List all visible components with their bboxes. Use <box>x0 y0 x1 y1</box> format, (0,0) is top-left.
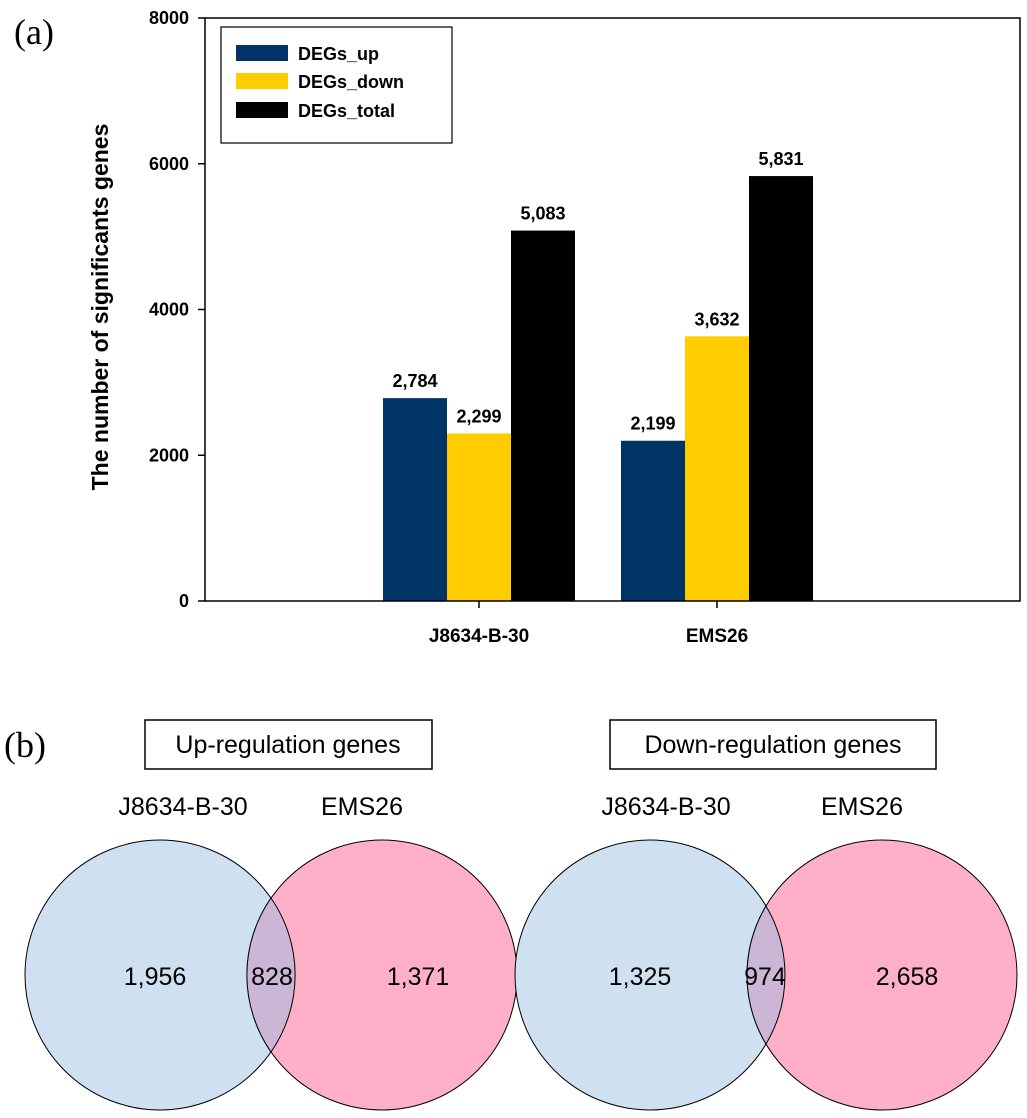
bar-chart: 2,784 2,199 2,299 3,632 5,083 5,831 0 2000 4000… <box>87 8 1021 647</box>
venn-title: Down-regulation genes <box>644 731 901 759</box>
venn-right-only-count: 2,658 <box>876 963 939 991</box>
bar-degs-up <box>621 440 685 601</box>
venn-title-box <box>609 719 937 770</box>
venn-right-set-label: EMS26 <box>321 793 403 821</box>
venn-title-box <box>144 719 433 770</box>
legend-swatch-degs-down <box>236 73 288 89</box>
y-tick-label: 0 <box>179 591 189 611</box>
venn-overlap-count: 828 <box>251 963 293 991</box>
bar-data-label: 2,299 <box>456 406 501 426</box>
y-tick-label: 8000 <box>149 8 189 28</box>
y-axis-label: The number of significants genes <box>87 124 113 491</box>
bars-group <box>383 176 813 602</box>
y-ticks-group: 0 2000 4000 6000 8000 <box>149 8 205 611</box>
venn-overlap-region <box>746 905 786 1045</box>
venn-left-only-count: 1,325 <box>609 963 672 991</box>
bar-data-label: 5,831 <box>758 149 803 169</box>
legend-swatch-degs-up <box>236 45 288 61</box>
bar-data-label: 5,083 <box>520 204 565 224</box>
legend-label-degs-up: DEGs_up <box>298 44 379 64</box>
venn-overlap-region <box>246 897 296 1053</box>
bar-data-label: 3,632 <box>694 309 739 329</box>
legend-swatch-degs-total <box>236 102 288 118</box>
legend-label-degs-total: DEGs_total <box>298 101 395 121</box>
venn-right-only-count: 1,371 <box>387 963 450 991</box>
bar-degs-down <box>685 336 749 601</box>
bar-data-label: 2,784 <box>392 371 437 391</box>
y-tick-label: 4000 <box>149 300 189 320</box>
venn-title: Up-regulation genes <box>175 731 400 759</box>
venn-left-set-label: J8634-B-30 <box>118 793 247 821</box>
x-category-label: J8634-B-30 <box>429 626 529 647</box>
x-category-label: EMS26 <box>686 626 748 647</box>
legend: DEGs_up DEGs_down DEGs_total <box>220 26 453 144</box>
legend-label-degs-down: DEGs_down <box>298 72 404 92</box>
venn-up-regulation: Up-regulation genes J8634-B-30 EMS26 1,9… <box>24 719 518 1111</box>
x-ticks-group: J8634-B-30 EMS26 <box>429 601 748 647</box>
venn-left-set-label: J8634-B-30 <box>601 793 730 821</box>
venn-left-only-count: 1,956 <box>124 963 187 991</box>
bar-data-label: 2,199 <box>630 414 675 434</box>
venn-overlap-count: 974 <box>744 963 786 991</box>
bar-degs-down <box>447 433 511 601</box>
panel-b-label: (b) <box>4 725 46 765</box>
y-tick-label: 6000 <box>149 154 189 174</box>
bar-labels-group: 2,784 2,199 2,299 3,632 5,083 5,831 <box>392 149 803 434</box>
bar-degs-total <box>511 230 575 602</box>
y-tick-label: 2000 <box>149 445 189 465</box>
venn-down-regulation: Down-regulation genes J8634-B-30 EMS26 1… <box>514 719 1018 1111</box>
panel-a-label: (a) <box>14 12 54 52</box>
venn-right-set-label: EMS26 <box>821 793 903 821</box>
bar-degs-up <box>383 398 447 601</box>
bar-degs-total <box>749 176 813 602</box>
